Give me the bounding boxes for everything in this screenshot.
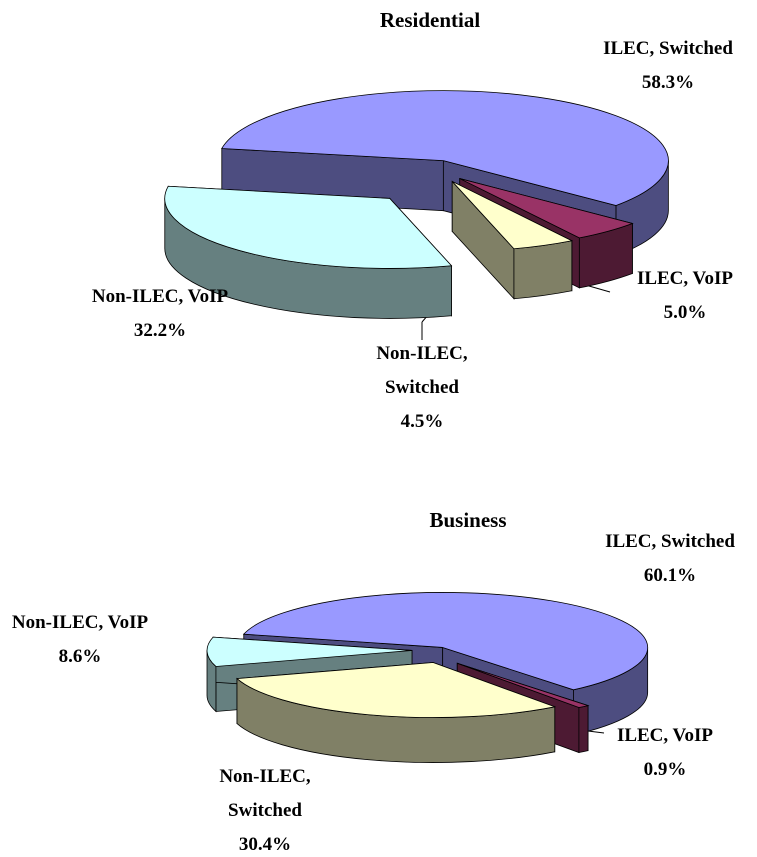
slice-top — [457, 662, 590, 708]
slice-value-label: 4.5% — [400, 411, 444, 432]
slice-value-label: 58.3% — [641, 72, 695, 93]
slice-label: Non-ILEC, VoIP — [11, 612, 149, 633]
slice — [451, 180, 574, 300]
slice — [236, 661, 557, 763]
slice-value-label: 32.2% — [133, 320, 187, 341]
slice-label: Non-ILEC, Switched — [376, 343, 468, 398]
slice-top — [451, 181, 574, 250]
slice-label: Non-ILEC, VoIP — [91, 286, 229, 307]
slice-top — [236, 662, 557, 718]
slice-side — [513, 240, 573, 300]
slice-value-label: 5.0% — [663, 302, 707, 323]
slice-top — [459, 178, 634, 239]
slice-label: ILEC, Switched — [603, 38, 733, 59]
slice-top — [164, 185, 453, 269]
slice-label: ILEC, Switched — [605, 531, 735, 552]
slice-value-label: 0.9% — [643, 759, 687, 780]
slice — [164, 185, 453, 319]
chart-title: Residential — [379, 8, 481, 32]
chart-title: Business — [429, 508, 507, 532]
slice-label: ILEC, VoIP — [616, 725, 714, 746]
slice-top — [242, 592, 649, 691]
slice-value-label: 30.4% — [238, 834, 292, 855]
slice-label: Non-ILEC, Switched — [219, 766, 311, 821]
slice-value-label: 60.1% — [643, 565, 697, 586]
slice-top — [221, 90, 669, 206]
slice-value-label: 8.6% — [58, 646, 102, 667]
slice-top — [206, 636, 413, 667]
slice-label: ILEC, VoIP — [636, 268, 734, 289]
